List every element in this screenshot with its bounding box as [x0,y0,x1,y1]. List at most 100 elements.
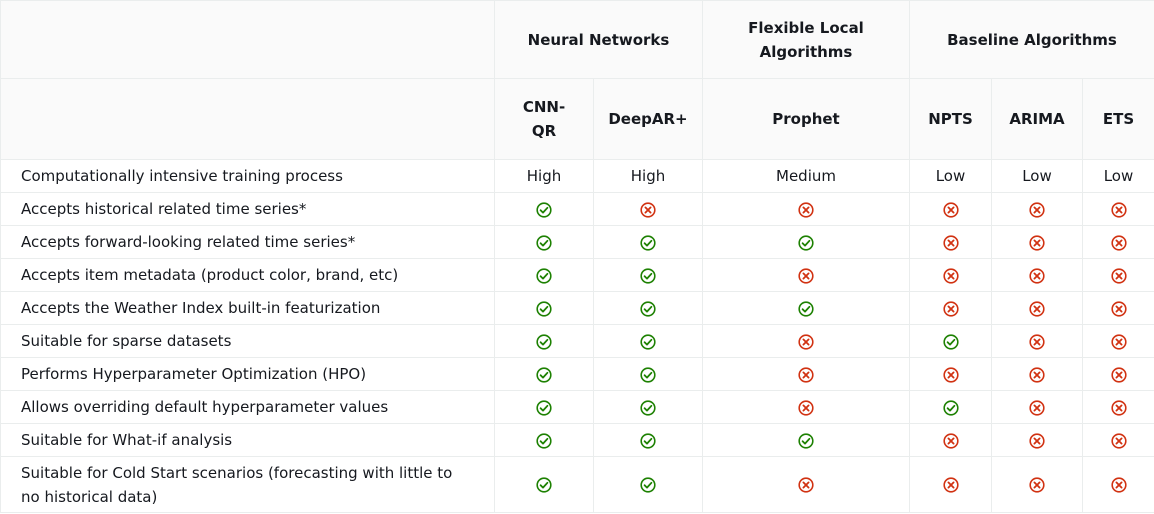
cell-prophet [702,390,910,424]
column-header-row: CNN-QR DeepAR+ Prophet NPTS ARIMA ETS [0,78,1154,160]
x-circle-icon [942,366,959,383]
check-circle-icon [536,399,552,416]
table-row: Accepts the Weather Index built-in featu… [0,291,1154,325]
cell-arima [991,357,1083,391]
check-circle-icon [536,267,552,284]
feature-label: Computationally intensive training proce… [0,159,495,193]
cell-deepar [593,324,703,358]
cell-cnn-qr [494,357,594,391]
check-circle-icon [640,366,656,383]
cell-deepar [593,192,703,226]
cell-ets [1082,390,1154,424]
x-circle-icon [1110,432,1127,449]
feature-label: Allows overriding default hyperparameter… [0,390,495,424]
x-circle-icon [1110,399,1127,416]
cell-arima [991,258,1083,292]
cell-npts [909,258,992,292]
x-circle-icon [1110,201,1127,218]
column-header-ets: ETS [1082,78,1154,160]
feature-label: Accepts historical related time series* [0,192,495,226]
table-row: Computationally intensive training proce… [0,159,1154,193]
check-circle-icon [536,201,552,218]
feature-label: Accepts item metadata (product color, br… [0,258,495,292]
cell-deepar [593,390,703,424]
cell-npts [909,357,992,391]
cell-arima [991,456,1083,513]
cell-npts [909,225,992,259]
x-circle-icon [798,366,814,383]
x-circle-icon [942,300,959,317]
cell-ets [1082,423,1154,457]
table-row: Performs Hyperparameter Optimization (HP… [0,357,1154,391]
cell-ets [1082,192,1154,226]
check-circle-icon [942,333,959,350]
feature-label: Suitable for Cold Start scenarios (forec… [0,456,495,513]
check-circle-icon [798,432,814,449]
cell-npts [909,423,992,457]
group-header-baseline: Baseline Algorithms [909,0,1154,79]
cell-npts [909,291,992,325]
x-circle-icon [1110,477,1127,493]
table-row: Accepts historical related time series* [0,192,1154,226]
cell-deepar [593,291,703,325]
x-circle-icon [640,201,656,218]
check-circle-icon [536,366,552,383]
feature-label: Performs Hyperparameter Optimization (HP… [0,357,495,391]
x-circle-icon [1110,366,1127,383]
x-circle-icon [798,333,814,350]
table-row: Accepts item metadata (product color, br… [0,258,1154,292]
feature-label: Suitable for sparse datasets [0,324,495,358]
x-circle-icon [1029,432,1045,449]
x-circle-icon [798,399,814,416]
x-circle-icon [942,201,959,218]
x-circle-icon [1110,333,1127,350]
table-row: Accepts forward-looking related time ser… [0,225,1154,259]
x-circle-icon [1029,267,1045,284]
x-circle-icon [1029,300,1045,317]
group-header-row: Neural Networks Flexible Local Algorithm… [0,0,1154,79]
x-circle-icon [942,234,959,251]
cell-prophet [702,225,910,259]
cell-prophet [702,423,910,457]
cell-ets [1082,357,1154,391]
check-circle-icon [640,300,656,317]
column-header-cnn-qr: CNN-QR [494,78,594,160]
cell-prophet [702,357,910,391]
cell-prophet [702,324,910,358]
x-circle-icon [1029,234,1045,251]
check-circle-icon [640,477,656,493]
cell-cnn-qr [494,225,594,259]
check-circle-icon [798,300,814,317]
x-circle-icon [798,267,814,284]
check-circle-icon [536,432,552,449]
x-circle-icon [1110,300,1127,317]
cell-ets [1082,324,1154,358]
empty-header-cell [0,0,495,79]
check-circle-icon [536,333,552,350]
cell-deepar [593,225,703,259]
cell-cnn-qr [494,456,594,513]
group-header-flexible-local: Flexible Local Algorithms [702,0,910,79]
group-header-neural-networks: Neural Networks [494,0,703,79]
cell-ets [1082,225,1154,259]
x-circle-icon [1110,234,1127,251]
cell-arima [991,192,1083,226]
column-header-deepar: DeepAR+ [593,78,703,160]
table-row: Suitable for sparse datasets [0,324,1154,358]
x-circle-icon [1029,201,1045,218]
cell-arima [991,225,1083,259]
column-header-prophet: Prophet [702,78,910,160]
check-circle-icon [640,399,656,416]
cell-arima [991,291,1083,325]
check-circle-icon [798,234,814,251]
x-circle-icon [942,267,959,284]
cell-npts [909,192,992,226]
cell-ets-value: Low [1082,159,1154,193]
cell-ets [1082,456,1154,513]
x-circle-icon [1029,399,1045,416]
x-circle-icon [798,477,814,493]
table-row: Allows overriding default hyperparameter… [0,390,1154,424]
x-circle-icon [942,477,959,493]
cell-deepar [593,357,703,391]
